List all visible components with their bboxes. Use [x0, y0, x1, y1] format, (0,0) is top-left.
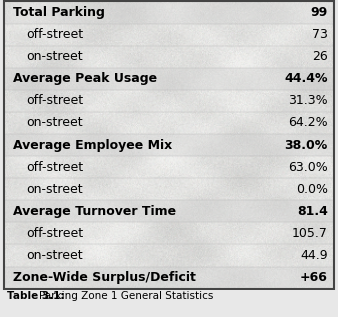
- Bar: [4, 68, 334, 90]
- Text: Total Parking: Total Parking: [13, 6, 104, 19]
- Text: off-street: off-street: [26, 28, 83, 41]
- Text: 44.4%: 44.4%: [284, 72, 328, 85]
- Text: 0.0%: 0.0%: [296, 183, 328, 196]
- Text: Average Employee Mix: Average Employee Mix: [13, 139, 172, 152]
- Text: off-street: off-street: [26, 227, 83, 240]
- Text: on-street: on-street: [26, 183, 83, 196]
- Text: 63.0%: 63.0%: [288, 161, 328, 174]
- Text: 73: 73: [312, 28, 328, 41]
- Bar: [4, 112, 334, 134]
- Text: off-street: off-street: [26, 94, 83, 107]
- Bar: [4, 23, 334, 46]
- Text: off-street: off-street: [26, 161, 83, 174]
- Text: on-street: on-street: [26, 249, 83, 262]
- Bar: [4, 178, 334, 200]
- Text: on-street: on-street: [26, 116, 83, 129]
- Text: +66: +66: [300, 271, 328, 284]
- Text: 38.0%: 38.0%: [285, 139, 328, 152]
- Bar: [4, 46, 334, 68]
- Text: on-street: on-street: [26, 50, 83, 63]
- Text: Table 3.1:: Table 3.1:: [7, 291, 64, 301]
- Text: 64.2%: 64.2%: [288, 116, 328, 129]
- Text: 99: 99: [311, 6, 328, 19]
- Bar: [4, 156, 334, 178]
- Bar: [4, 134, 334, 156]
- Bar: [4, 267, 334, 288]
- Bar: [4, 200, 334, 222]
- Text: Parking Zone 1 General Statistics: Parking Zone 1 General Statistics: [39, 291, 213, 301]
- Text: 31.3%: 31.3%: [288, 94, 328, 107]
- Bar: [4, 222, 334, 244]
- Text: 105.7: 105.7: [292, 227, 328, 240]
- Text: 26: 26: [312, 50, 328, 63]
- Bar: [4, 2, 334, 23]
- Bar: [4, 90, 334, 112]
- Text: 44.9: 44.9: [300, 249, 328, 262]
- Text: 81.4: 81.4: [297, 205, 328, 218]
- Text: Average Peak Usage: Average Peak Usage: [13, 72, 156, 85]
- Bar: [4, 244, 334, 267]
- Text: Average Turnover Time: Average Turnover Time: [13, 205, 176, 218]
- Text: Zone-Wide Surplus/Deficit: Zone-Wide Surplus/Deficit: [13, 271, 195, 284]
